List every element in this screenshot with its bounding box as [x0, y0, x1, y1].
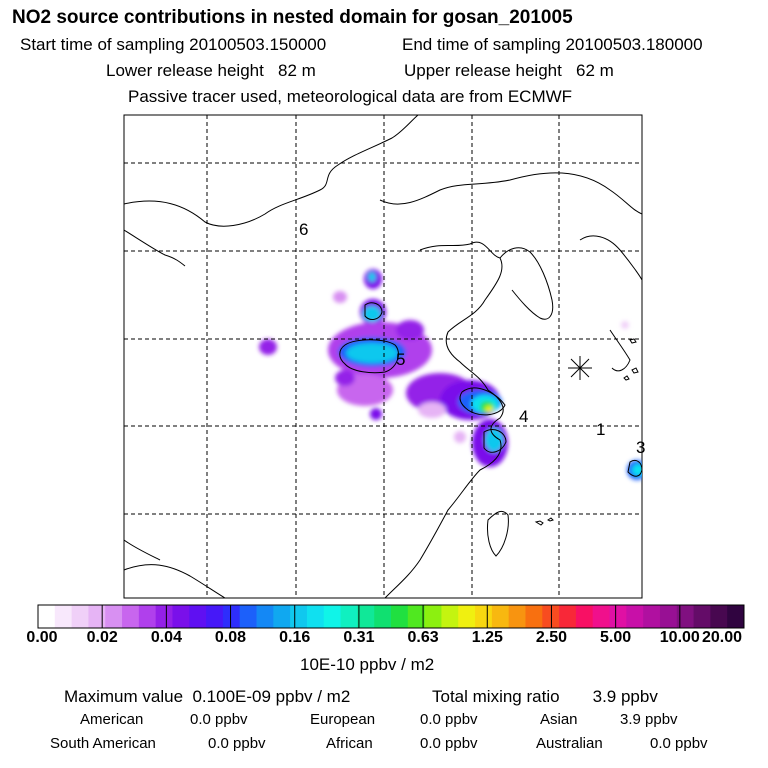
colorbar-cell — [256, 605, 274, 628]
colorbar-tick-label: 0.08 — [214, 629, 247, 646]
colorbar-tick-label: 0.16 — [279, 629, 311, 646]
colorbar-cell — [88, 605, 106, 628]
colorbar-tick-label: 0.00 — [26, 629, 58, 646]
colorbar-cell — [391, 605, 409, 628]
colorbar-cell — [525, 605, 543, 628]
colorbar-cell — [609, 605, 627, 628]
colorbar-cell — [676, 605, 695, 628]
coastlines — [124, 115, 642, 598]
colorbar-cell — [659, 605, 678, 628]
colorbar-cell — [626, 605, 644, 628]
region-label: 4 — [519, 407, 528, 426]
start-time-label: Start time of sampling 20100503.150000 — [20, 35, 327, 54]
source-value: 0.0 ppbv — [650, 735, 708, 752]
source-value: 0.0 ppbv — [420, 735, 478, 752]
colorbar-tick-label: 0.31 — [343, 629, 375, 646]
colorbar-tick-label: 20.00 — [701, 629, 743, 646]
colorbar-cell — [222, 605, 241, 628]
source-name: American — [80, 711, 144, 728]
colorbar-cell — [239, 605, 258, 628]
colorbar-cell — [475, 605, 493, 628]
colorbar-cell — [458, 605, 476, 628]
source-name: South American — [50, 735, 156, 752]
plume-contours — [339, 302, 642, 477]
source-value: 3.9 ppbv — [620, 711, 678, 728]
colorbar-cell — [105, 605, 123, 628]
colorbar-cell — [727, 605, 745, 628]
receptor-marker — [568, 356, 592, 380]
chart-title: NO2 source contributions in nested domai… — [12, 7, 573, 28]
colorbar-tick-label: 0.02 — [86, 629, 118, 646]
colorbar-cell — [206, 605, 224, 628]
source-value: 0.0 ppbv — [190, 711, 248, 728]
colorbar-tick-label: 1.25 — [471, 629, 503, 646]
colorbar-cell — [155, 605, 173, 628]
source-name: Asian — [540, 711, 578, 728]
colorbar-cell — [575, 605, 594, 628]
colorbar-cell — [441, 605, 459, 628]
info-label: Passive tracer used, meteorological data… — [128, 87, 573, 106]
colorbar-cell — [424, 605, 442, 628]
colorbar-cell — [172, 605, 190, 628]
colorbar-cell — [357, 605, 375, 628]
colorbar-cell — [542, 605, 560, 628]
colorbar-cell — [38, 605, 56, 628]
colorbar-cell — [491, 605, 510, 628]
region-label: 1 — [596, 420, 605, 439]
colorbar-cell — [407, 605, 426, 628]
colorbar-tick-label: 10.00 — [659, 629, 700, 646]
source-value: 0.0 ppbv — [208, 735, 266, 752]
colorbar-tick-label: 2.50 — [535, 629, 568, 646]
colorbar-cell — [306, 605, 325, 628]
colorbar-tick-label: 0.63 — [407, 629, 439, 646]
total-mixing-label: Total mixing ratio 3.9 ppbv — [432, 687, 658, 706]
colorbar-cell — [693, 605, 711, 628]
colorbar-tick-label: 5.00 — [600, 629, 632, 646]
colorbar-cell — [340, 605, 358, 628]
colorbar-cell — [290, 605, 308, 628]
grid-lines — [124, 115, 642, 598]
colorbar-cell — [273, 605, 291, 628]
colorbar-cell — [138, 605, 157, 628]
colorbar-cell — [508, 605, 526, 628]
colorbar-cell — [559, 605, 577, 628]
colorbar-cell — [710, 605, 728, 628]
colorbar-cell — [71, 605, 89, 628]
source-name: Australian — [536, 735, 603, 752]
lower-release-label: Lower release height 82 m — [106, 61, 316, 80]
upper-release-label: Upper release height 62 m — [404, 61, 614, 80]
colorbar-tick-label: 0.04 — [150, 629, 182, 646]
source-name: African — [326, 735, 373, 752]
colorbar-cell — [54, 605, 73, 628]
colorbar-cell — [643, 605, 661, 628]
colorbar-cell — [374, 605, 392, 628]
colorbar-unit: 10E-10 ppbv / m2 — [300, 655, 435, 674]
colorbar-cell — [323, 605, 342, 628]
region-label: 3 — [636, 438, 645, 457]
region-label: 5 — [396, 350, 405, 369]
source-name: European — [310, 711, 376, 728]
colorbar-cell — [122, 605, 140, 628]
region-label: 6 — [299, 220, 308, 239]
colorbar-cell — [189, 605, 207, 628]
end-time-label: End time of sampling 20100503.180000 — [402, 35, 703, 54]
colorbar-cell — [592, 605, 611, 628]
source-value: 0.0 ppbv — [420, 711, 478, 728]
max-value-label: Maximum value 0.100E-09 ppbv / m2 — [64, 687, 351, 706]
